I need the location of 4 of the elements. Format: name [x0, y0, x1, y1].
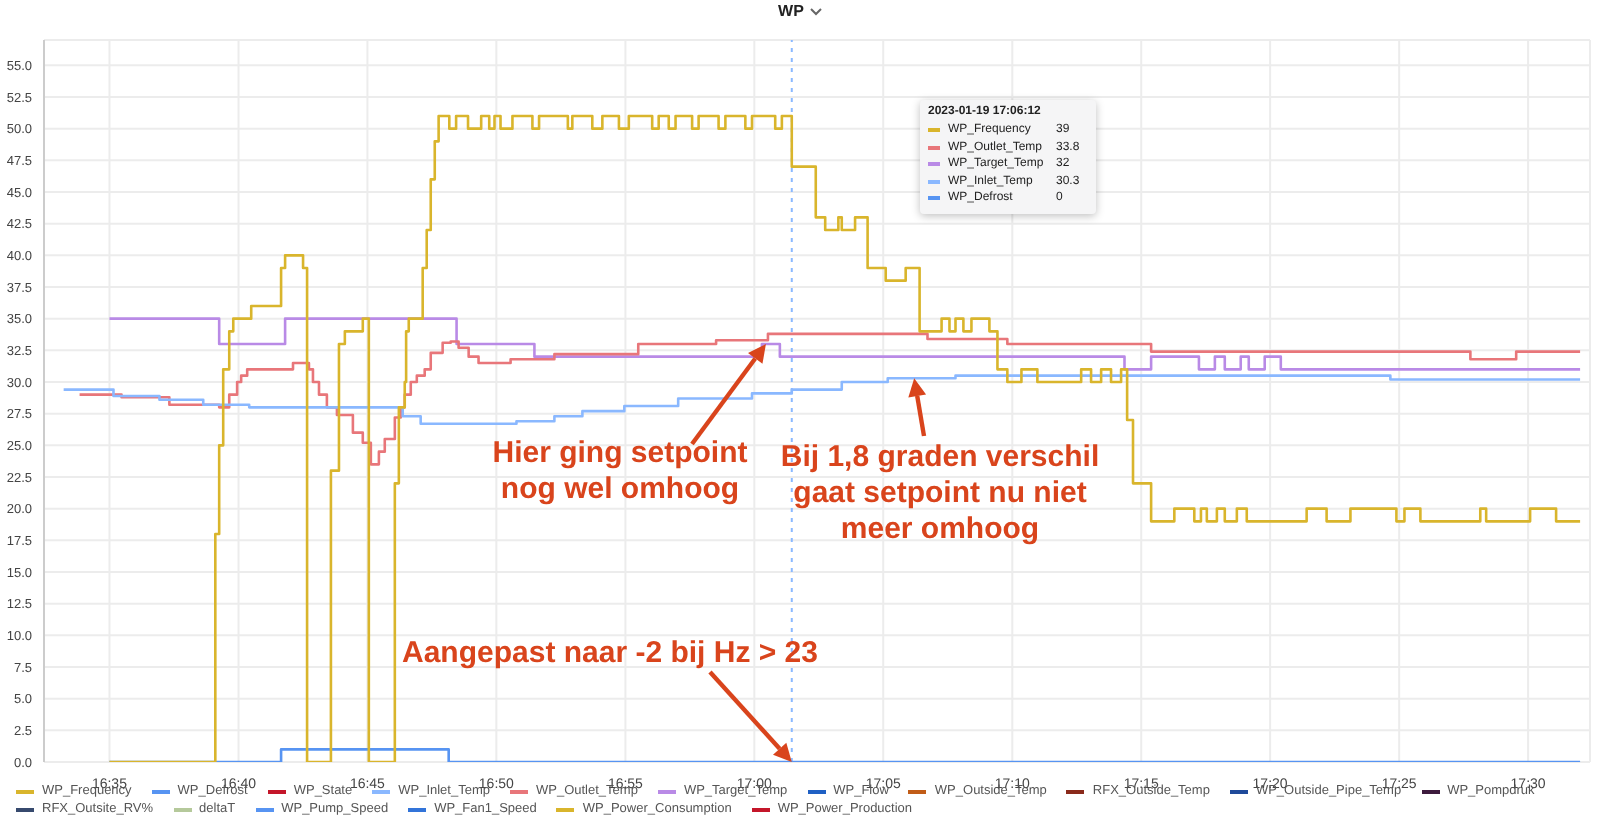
chart-title: WP: [778, 2, 804, 20]
annotation: Bij 1,8 graden verschil gaat setpoint nu niet meer omhoog: [778, 440, 1102, 548]
annotation: Hier ging setpoint nog wel omhoog: [490, 436, 750, 508]
annotation: Aangepast naar -2 bij Hz > 23: [400, 636, 820, 672]
